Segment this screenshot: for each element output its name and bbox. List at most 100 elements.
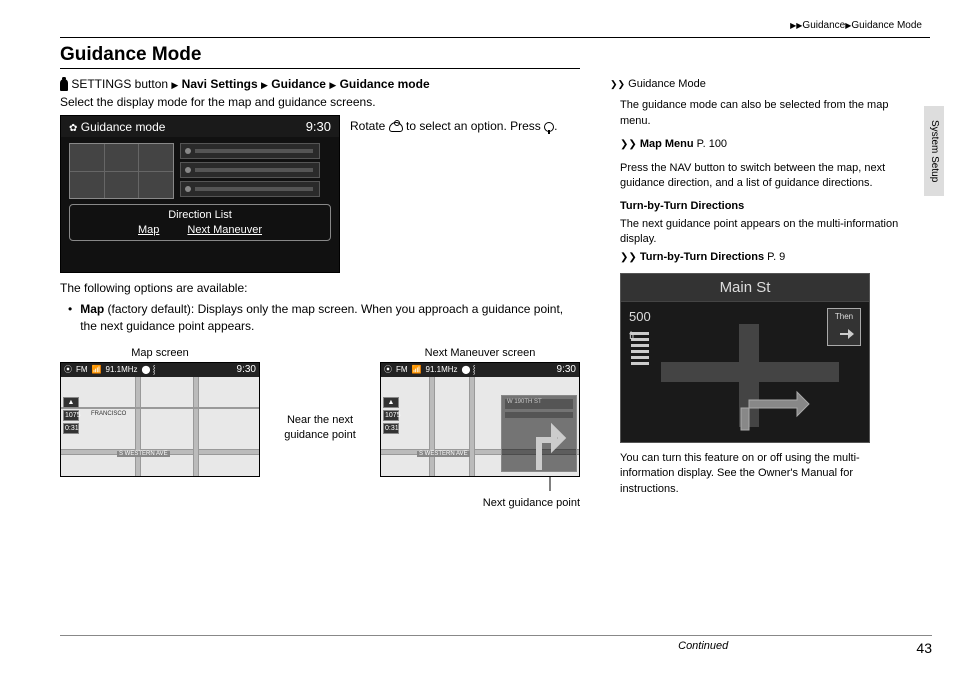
callout-line: [380, 477, 580, 491]
press-icon: [544, 122, 554, 132]
map-grid: S WESTERN AVE ▲ 1075 0:31 W 190TH ST: [381, 377, 579, 476]
side-val: 1075: [383, 410, 399, 421]
sidebar-h2: Turn-by-Turn Directions: [620, 199, 910, 214]
shot-bottom: Direction List Map Next Maneuver: [69, 204, 331, 241]
side-val: 0:31: [63, 423, 79, 434]
crumb-sep: ▶: [845, 21, 851, 30]
map-time: 9:30: [557, 364, 576, 375]
dial-icon: [389, 122, 403, 132]
rotate-instruction: Rotate to select an option. Press .: [350, 115, 580, 135]
map-topbar: ⦿FM📶91.1MHz⬤ ⸾ 9:30: [61, 363, 259, 377]
bullet-lead: Map: [80, 302, 104, 316]
city-label: FRANCISCO: [91, 411, 126, 417]
mid-screenshot: Main St 500 ft Then: [620, 273, 870, 443]
road: [429, 377, 435, 476]
path-mode: Guidance mode: [340, 77, 430, 91]
shot-title-text: Guidance mode: [81, 120, 166, 134]
map-topbar: ⦿FM📶91.1MHz⬤ ⸾ 9:30: [381, 363, 579, 377]
sidebar-p2: Press the NAV button to switch between t…: [620, 161, 910, 192]
road: [469, 377, 475, 476]
road: [193, 377, 199, 476]
road: [135, 377, 141, 476]
page-footer: Continued 43: [60, 635, 932, 656]
path-arrow-icon: ▶: [261, 80, 268, 91]
xref-label: Map Menu: [640, 138, 694, 150]
sidebar-header: ❯❯ Guidance Mode: [610, 77, 910, 92]
sidebar-p4: You can turn this feature on or off usin…: [620, 451, 910, 497]
turn-arrow-icon: [504, 422, 574, 472]
side-val: 1075: [63, 410, 79, 421]
settings-button-icon: [60, 79, 68, 91]
map-button-label: Map: [138, 224, 159, 236]
shot-header: ✿ Guidance mode 9:30: [61, 116, 339, 137]
direction-list-label: Direction List: [70, 209, 330, 221]
street-label: S WESTERN AVE: [417, 451, 470, 457]
guidance-mode-screenshot: ✿ Guidance mode 9:30 Direction List: [60, 115, 340, 273]
screenshot-row: ✿ Guidance mode 9:30 Direction List: [60, 115, 580, 273]
rotate-t2: to select an option. Press: [403, 119, 544, 133]
following-text: The following options are available:: [60, 281, 580, 295]
list-item: [180, 181, 320, 197]
bullet-body: Map (factory default): Displays only the…: [80, 301, 580, 335]
list-item: [180, 162, 320, 178]
settings-path: SETTINGS button ▶ Navi Settings ▶ Guidan…: [60, 77, 580, 91]
top-divider: [60, 37, 930, 38]
next-maneuver-block: Next Maneuver screen ⦿FM📶91.1MHz⬤ ⸾ 9:30…: [380, 347, 580, 509]
gear-icon: ✿: [69, 123, 77, 134]
list-tile: [180, 143, 320, 200]
xref-turn-by-turn: ❯❯ Turn-by-Turn Directions P. 9: [620, 250, 910, 265]
dist-value: 500: [629, 309, 651, 324]
rotate-t3: .: [554, 119, 557, 133]
crumb-l2: Guidance Mode: [851, 20, 922, 31]
rotate-t1: Rotate: [350, 119, 389, 133]
right-column: ❯❯ Guidance Mode The guidance mode can a…: [610, 77, 910, 509]
bullet-after: (factory default): Displays only the map…: [80, 302, 563, 333]
shot-title: ✿ Guidance mode: [69, 120, 165, 134]
sidebar-body: The guidance mode can also be selected f…: [610, 98, 910, 497]
map-screen-shot: ⦿FM📶91.1MHz⬤ ⸾ 9:30 S WESTERN AVE FRANCI…: [60, 362, 260, 477]
map-tile: [69, 143, 174, 199]
side-widgets: ▲ 1075 0:31: [383, 397, 399, 436]
side-widgets: ▲ 1075 0:31: [63, 397, 79, 436]
path-navi: Navi Settings: [182, 77, 258, 91]
bullet-icon: •: [68, 301, 72, 335]
page-title: Guidance Mode: [60, 44, 580, 69]
mid-street: Main St: [621, 274, 869, 302]
road: [61, 407, 259, 409]
distance-bars-icon: [631, 332, 649, 368]
then-label: Then: [835, 312, 853, 321]
turn-by-turn-heading: Turn-by-Turn Directions: [620, 200, 744, 212]
list-item: [180, 143, 320, 159]
path-prefix: SETTINGS button: [71, 77, 168, 91]
freq-label: 91.1MHz: [106, 365, 138, 374]
left-column: SETTINGS button ▶ Navi Settings ▶ Guidan…: [60, 77, 580, 509]
bullet-map: • Map (factory default): Displays only t…: [68, 301, 580, 335]
manual-page: ▶▶Guidance▶Guidance Mode System Setup Gu…: [60, 20, 930, 509]
next-maneuver-label: Next Maneuver screen: [380, 347, 580, 359]
next-maneuver-shot: ⦿FM📶91.1MHz⬤ ⸾ 9:30 S WESTERN AVE ▲ 1075: [380, 362, 580, 477]
xref-page: P. 9: [764, 251, 785, 263]
side-val: 0:31: [383, 423, 399, 434]
map-screen-label: Map screen: [60, 347, 260, 359]
select-description: Select the display mode for the map and …: [60, 95, 580, 109]
mid-roads: [661, 324, 839, 427]
freq-label: 91.1MHz: [426, 365, 458, 374]
map-grid: S WESTERN AVE FRANCISCO ▲ 1075 0:31: [61, 377, 259, 476]
xref-label: Turn-by-Turn Directions: [640, 251, 764, 263]
crumb-arrows: ▶▶: [790, 21, 802, 30]
xref-map-menu: ❯❯ Map Menu P. 100: [620, 137, 910, 152]
map-screen-block: Map screen ⦿FM📶91.1MHz⬤ ⸾ 9:30 S WESTERN…: [60, 347, 260, 509]
path-arrow-icon: ▶: [329, 80, 336, 91]
breadcrumb: ▶▶Guidance▶Guidance Mode: [60, 20, 930, 31]
fm-label: FM: [396, 365, 408, 374]
crumb-l1: Guidance: [802, 20, 845, 31]
continued-label: Continued: [678, 640, 728, 656]
shot-buttons: Map Next Maneuver: [70, 224, 330, 236]
sidebar-p1: The guidance mode can also be selected f…: [620, 98, 910, 129]
next-guidance-point-label: Next guidance point: [380, 497, 580, 509]
panel-street: W 190TH ST: [505, 399, 573, 409]
xref-page: P. 100: [694, 138, 727, 150]
shot-body: [61, 137, 339, 202]
section-tab: System Setup: [924, 106, 944, 196]
link-icon: ❯❯: [620, 252, 637, 263]
